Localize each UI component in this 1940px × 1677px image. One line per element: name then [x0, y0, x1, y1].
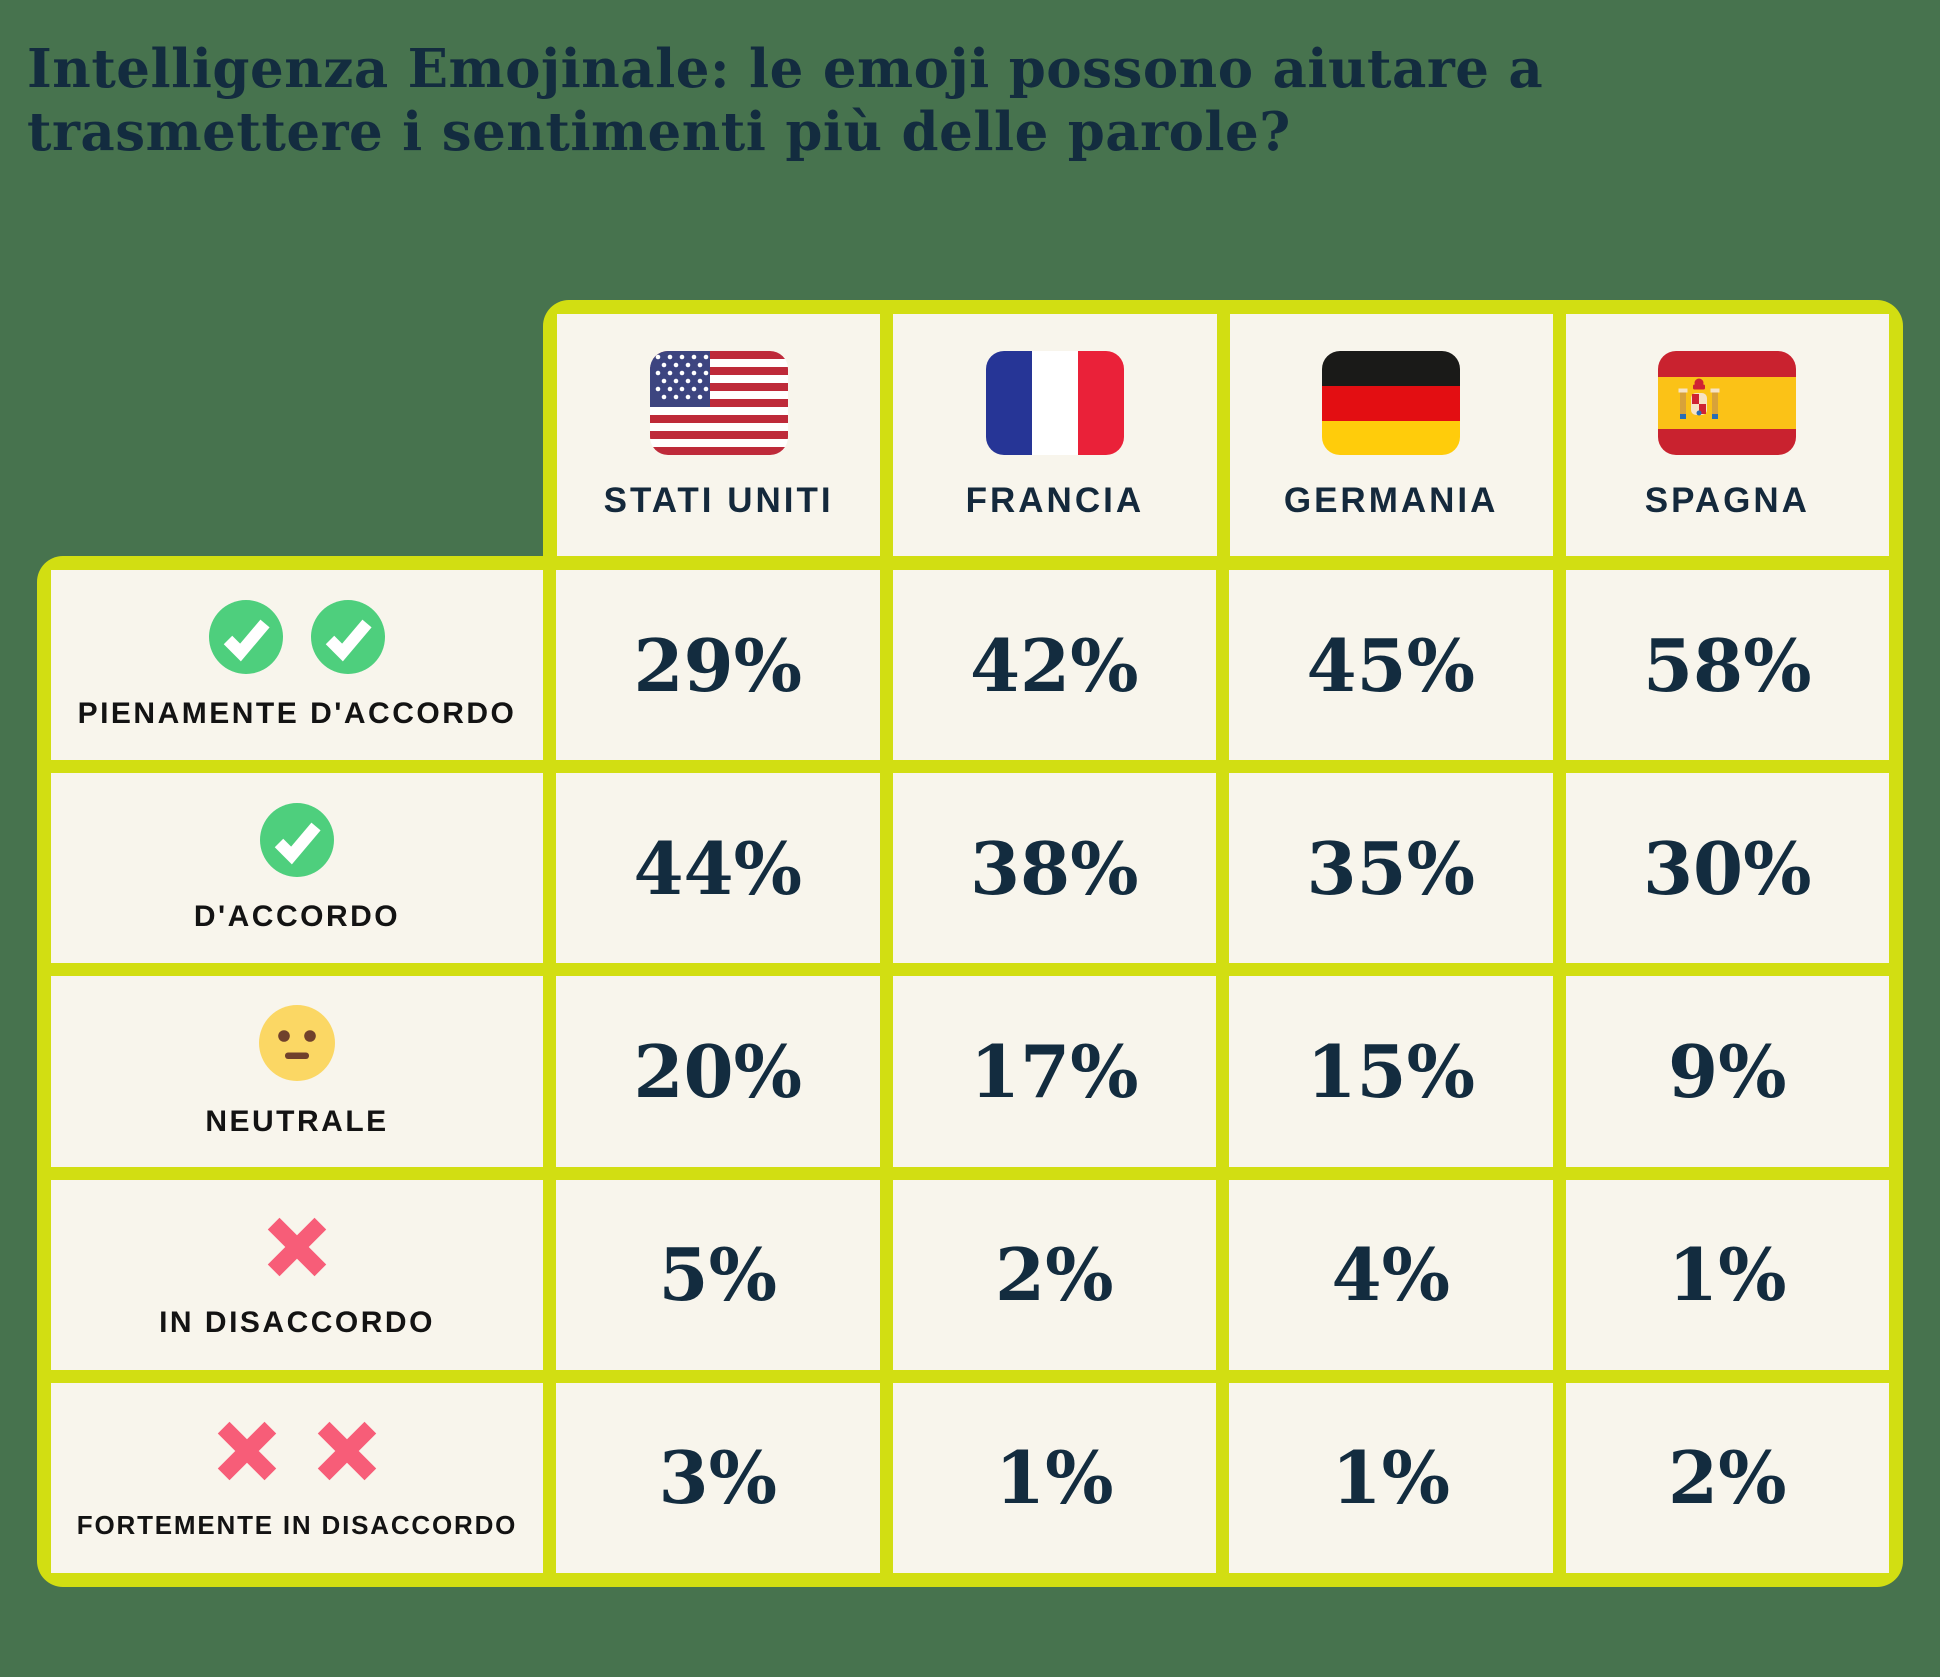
value-cell: 44%: [556, 773, 880, 964]
row-header-daccordo: D'ACCORDO: [51, 773, 543, 964]
percentage-value: 1%: [1667, 1232, 1787, 1318]
value-cell: 9%: [1565, 976, 1889, 1167]
table-body-grid: PIENAMENTE D'ACCORDO 29% 42% 45% 58% D'A…: [51, 570, 1889, 1573]
row-label: PIENAMENTE D'ACCORDO: [77, 697, 517, 731]
double-check-icons: [208, 599, 386, 675]
percentage-value: 17%: [969, 1028, 1139, 1114]
percentage-value: 9%: [1667, 1028, 1787, 1114]
spain-flag-icon: [1658, 350, 1797, 455]
percentage-value: 20%: [633, 1028, 803, 1114]
row-label: D'ACCORDO: [193, 900, 401, 934]
row-label: IN DISACCORDO: [159, 1305, 435, 1339]
spain-coat-of-arms: [1678, 378, 1720, 419]
percentage-value: 58%: [1642, 622, 1812, 708]
value-cell: 29%: [556, 570, 880, 761]
value-cell: 2%: [1565, 1382, 1889, 1573]
value-cell: 15%: [1229, 976, 1553, 1167]
neutral-face-icons: [257, 1003, 337, 1083]
row-label: FORTEMENTE IN DISACCORDO: [76, 1510, 518, 1541]
percentage-value: 2%: [994, 1232, 1114, 1318]
value-cell: 3%: [556, 1382, 880, 1573]
page-title: Intelligenza Emojinale: le emoji possono…: [27, 38, 1587, 165]
row-header-neutrale: NEUTRALE: [51, 976, 543, 1167]
percentage-value: 38%: [969, 825, 1139, 911]
percentage-value: 1%: [1331, 1435, 1450, 1521]
value-cell: 1%: [892, 1382, 1216, 1573]
value-cell: 1%: [1565, 1179, 1889, 1370]
column-label: GERMANIA: [1283, 480, 1499, 520]
column-header-francia: FRANCIA: [893, 314, 1217, 557]
percentage-value: 1%: [994, 1435, 1114, 1521]
column-label: SPAGNA: [1644, 480, 1810, 520]
value-cell: 38%: [892, 773, 1216, 964]
us-flag-icon: [649, 350, 788, 455]
column-label: FRANCIA: [965, 480, 1145, 520]
value-cell: 45%: [1229, 570, 1553, 761]
check-icon: [209, 600, 283, 675]
percentage-value: 45%: [1306, 622, 1476, 708]
check-icon: [260, 803, 334, 878]
percentage-value: 30%: [1642, 825, 1812, 911]
cross-icon: [317, 1422, 377, 1481]
title-line-2: trasmettere i sentimenti più delle parol…: [27, 101, 1291, 164]
double-cross-icons: [210, 1414, 384, 1488]
cross-icons: [260, 1210, 334, 1284]
percentage-value: 3%: [658, 1435, 777, 1521]
value-cell: 2%: [892, 1179, 1216, 1370]
cross-icon: [267, 1217, 327, 1276]
value-cell: 35%: [1229, 773, 1553, 964]
percentage-value: 15%: [1306, 1028, 1476, 1114]
table-body: PIENAMENTE D'ACCORDO 29% 42% 45% 58% D'A…: [37, 556, 1903, 1587]
title-line-1: Intelligenza Emojinale: le emoji possono…: [27, 37, 1544, 100]
value-cell: 5%: [556, 1179, 880, 1370]
value-cell: 17%: [892, 976, 1216, 1167]
column-header-germania: GERMANIA: [1229, 314, 1553, 557]
value-cell: 42%: [892, 570, 1216, 761]
column-header-spagna: SPAGNA: [1565, 314, 1889, 557]
germany-flag-icon: [1322, 350, 1461, 455]
percentage-value: 5%: [658, 1232, 777, 1318]
france-flag-icon: [985, 350, 1124, 455]
row-header-pienamente-daccordo: PIENAMENTE D'ACCORDO: [51, 570, 543, 761]
percentage-value: 35%: [1306, 825, 1476, 911]
cross-icon: [217, 1422, 277, 1481]
check-icon: [311, 600, 385, 675]
check-icons: [259, 802, 335, 878]
table-header-grid: STATI UNITI FRANCIA: [557, 314, 1889, 557]
value-cell: 4%: [1229, 1179, 1553, 1370]
value-cell: 30%: [1565, 773, 1889, 964]
row-label: NEUTRALE: [205, 1105, 389, 1139]
percentage-value: 44%: [633, 825, 803, 911]
row-header-fortemente-in-disaccordo: FORTEMENTE IN DISACCORDO: [51, 1382, 543, 1573]
column-header-stati-uniti: STATI UNITI: [557, 314, 881, 557]
value-cell: 58%: [1565, 570, 1889, 761]
row-header-in-disaccordo: IN DISACCORDO: [51, 1179, 543, 1370]
value-cell: 20%: [556, 976, 880, 1167]
percentage-value: 2%: [1667, 1435, 1787, 1521]
percentage-value: 4%: [1331, 1232, 1450, 1318]
percentage-value: 29%: [633, 622, 803, 708]
value-cell: 1%: [1229, 1382, 1553, 1573]
column-label: STATI UNITI: [603, 480, 834, 520]
table-header: STATI UNITI FRANCIA: [543, 300, 1903, 571]
neutral-face-icon: [259, 1005, 335, 1082]
percentage-value: 42%: [969, 622, 1139, 708]
